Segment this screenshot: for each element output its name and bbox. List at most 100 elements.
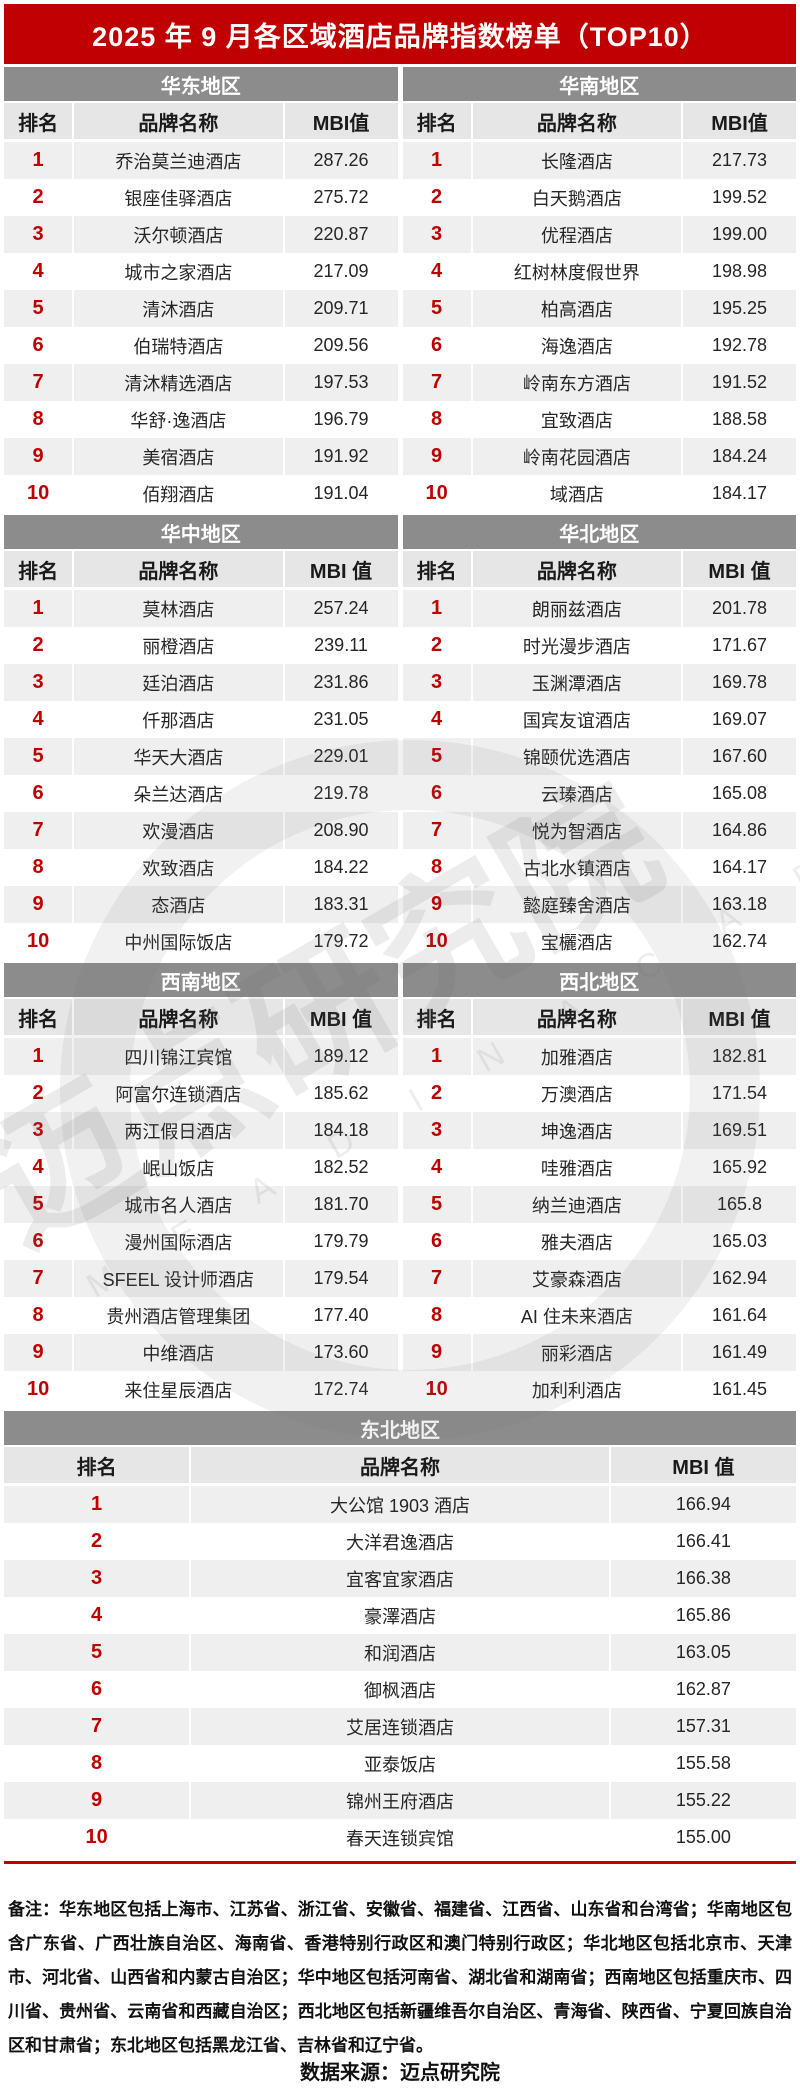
rank-cell: 7 bbox=[32, 1267, 44, 1289]
brand-cell: 四川锦江宾馆 bbox=[72, 1038, 285, 1075]
brand-cell: 岭南东方酒店 bbox=[470, 364, 684, 401]
table-row: 10 加利利酒店 161.45 bbox=[402, 1371, 796, 1408]
table-row: 5 柏高酒店 195.25 bbox=[402, 290, 796, 327]
table-huadong: 华东地区 排名 品牌名称 MBI值 1 乔治莫兰迪酒店 287.26 2 银座佳驿酒店 275.7… bbox=[4, 67, 398, 512]
column-header-row: 排名 品牌名称 MBI 值 bbox=[4, 551, 398, 587]
rank-cell: 5 bbox=[32, 745, 44, 767]
brand-cell: 廷泊酒店 bbox=[72, 664, 285, 701]
column-header-brand: 品牌名称 bbox=[72, 103, 285, 139]
brand-cell: 长隆酒店 bbox=[470, 142, 684, 179]
mbi-cell: 239.11 bbox=[314, 635, 368, 655]
table-row: 4 仟那酒店 231.05 bbox=[4, 701, 398, 738]
brand-cell: 艾居连锁酒店 bbox=[189, 1708, 611, 1745]
mbi-cell: 189.12 bbox=[313, 1046, 369, 1066]
rank-cell: 7 bbox=[32, 371, 44, 393]
mbi-cell: 209.56 bbox=[313, 335, 369, 355]
brand-cell: 白天鹅酒店 bbox=[470, 179, 684, 216]
rank-cell: 2 bbox=[431, 1082, 443, 1104]
table-row: 2 白天鹅酒店 199.52 bbox=[402, 179, 796, 216]
table-row: 5 清沐酒店 209.71 bbox=[4, 290, 398, 327]
mbi-cell: 185.62 bbox=[313, 1083, 369, 1103]
table-row: 7 岭南东方酒店 191.52 bbox=[402, 364, 796, 401]
brand-cell: 沃尔顿酒店 bbox=[72, 216, 285, 253]
table-row: 4 豪澤酒店 165.86 bbox=[4, 1597, 796, 1634]
mbi-cell: 183.31 bbox=[313, 894, 369, 914]
brand-cell: 时光漫步酒店 bbox=[470, 627, 684, 664]
brand-cell: 态酒店 bbox=[72, 886, 285, 923]
brand-cell: 加雅酒店 bbox=[470, 1038, 684, 1075]
mbi-cell: 166.94 bbox=[675, 1494, 731, 1514]
mbi-cell: 191.52 bbox=[711, 372, 768, 392]
column-header-mbi: MBI 值 bbox=[708, 1008, 771, 1031]
brand-cell: 大公馆 1903 酒店 bbox=[189, 1486, 611, 1523]
table-row: 7 欢漫酒店 208.90 bbox=[4, 812, 398, 849]
brand-cell: 来住星辰酒店 bbox=[72, 1371, 285, 1408]
brand-cell: 华舒·逸酒店 bbox=[72, 401, 285, 438]
brand-cell: 丽橙酒店 bbox=[72, 627, 285, 664]
mbi-cell: 161.49 bbox=[711, 1342, 768, 1362]
mbi-cell: 219.78 bbox=[313, 783, 369, 803]
brand-cell: 清沐精选酒店 bbox=[72, 364, 285, 401]
band-east-south: 华东地区 排名 品牌名称 MBI值 1 乔治莫兰迪酒店 287.26 2 银座佳驿酒店 275.7… bbox=[4, 67, 796, 512]
brand-cell: 艾豪森酒店 bbox=[470, 1260, 684, 1297]
mbi-cell: 188.58 bbox=[711, 409, 768, 429]
mbi-cell: 169.07 bbox=[711, 709, 768, 729]
rank-cell: 5 bbox=[431, 745, 443, 767]
table-row: 1 四川锦江宾馆 189.12 bbox=[4, 1038, 398, 1075]
brand-cell: 岷山饭店 bbox=[72, 1149, 285, 1186]
table-row: 10 中州国际饭店 179.72 bbox=[4, 923, 398, 960]
mbi-cell: 179.54 bbox=[313, 1268, 369, 1288]
mbi-cell: 181.70 bbox=[313, 1194, 369, 1214]
mbi-cell: 155.00 bbox=[675, 1827, 731, 1847]
mbi-cell: 165.03 bbox=[711, 1231, 768, 1251]
rank-cell: 5 bbox=[32, 297, 44, 319]
rank-cell: 3 bbox=[32, 1119, 44, 1141]
rank-cell: 5 bbox=[91, 1641, 103, 1663]
rank-cell: 10 bbox=[26, 1378, 50, 1400]
column-header-row: 排名 品牌名称 MBI 值 bbox=[4, 999, 398, 1035]
brand-cell: 银座佳驿酒店 bbox=[72, 179, 285, 216]
brand-cell: 坤逸酒店 bbox=[470, 1112, 684, 1149]
brand-cell: 欢漫酒店 bbox=[72, 812, 285, 849]
mbi-cell: 192.78 bbox=[711, 335, 768, 355]
rank-cell: 9 bbox=[431, 445, 443, 467]
mbi-cell: 161.64 bbox=[711, 1305, 768, 1325]
table-row: 6 漫州国际酒店 179.79 bbox=[4, 1223, 398, 1260]
mbi-cell: 164.17 bbox=[711, 857, 768, 877]
rank-cell: 1 bbox=[431, 149, 443, 171]
brand-cell: 海逸酒店 bbox=[470, 327, 684, 364]
table-row: 5 锦颐优选酒店 167.60 bbox=[402, 738, 796, 775]
rank-cell: 6 bbox=[32, 334, 44, 356]
brand-cell: 清沐酒店 bbox=[72, 290, 285, 327]
brand-cell: 漫州国际酒店 bbox=[72, 1223, 285, 1260]
region-header: 西南地区 bbox=[4, 963, 398, 997]
rank-cell: 1 bbox=[91, 1493, 103, 1515]
rank-cell: 10 bbox=[425, 482, 448, 504]
brand-cell: 悦为智酒店 bbox=[470, 812, 684, 849]
rank-cell: 1 bbox=[32, 1045, 44, 1067]
mbi-cell: 155.58 bbox=[675, 1753, 731, 1773]
table-row: 1 朗丽兹酒店 201.78 bbox=[402, 590, 796, 627]
brand-cell: 阿富尔连锁酒店 bbox=[72, 1075, 285, 1112]
table-row: 1 大公馆 1903 酒店 166.94 bbox=[4, 1486, 796, 1523]
table-row: 9 态酒店 183.31 bbox=[4, 886, 398, 923]
table-row: 5 华天大酒店 229.01 bbox=[4, 738, 398, 775]
rank-cell: 6 bbox=[32, 782, 44, 804]
mbi-cell: 155.22 bbox=[675, 1790, 731, 1810]
table-row: 5 纳兰迪酒店 165.8 bbox=[402, 1186, 796, 1223]
brand-cell: SFEEL 设计师酒店 bbox=[72, 1260, 285, 1297]
brand-cell: 仟那酒店 bbox=[72, 701, 285, 738]
brand-cell: 丽彩酒店 bbox=[470, 1334, 684, 1371]
table-row: 8 华舒·逸酒店 196.79 bbox=[4, 401, 398, 438]
mbi-cell: 182.52 bbox=[313, 1157, 369, 1177]
table-row: 10 春天连锁宾馆 155.00 bbox=[4, 1819, 796, 1856]
rank-cell: 9 bbox=[431, 893, 443, 915]
table-row: 8 AI 住未来酒店 161.64 bbox=[402, 1297, 796, 1334]
brand-cell: 国宾友谊酒店 bbox=[470, 701, 684, 738]
table-row: 2 时光漫步酒店 171.67 bbox=[402, 627, 796, 664]
rank-cell: 1 bbox=[32, 149, 44, 171]
table-row: 2 大洋君逸酒店 166.41 bbox=[4, 1523, 796, 1560]
rank-cell: 10 bbox=[85, 1826, 108, 1848]
footnote: 备注：华东地区包括上海市、江苏省、浙江省、安徽省、福建省、江西省、山东省和台湾省… bbox=[8, 1900, 792, 2055]
brand-cell: 玉渊潭酒店 bbox=[470, 664, 684, 701]
